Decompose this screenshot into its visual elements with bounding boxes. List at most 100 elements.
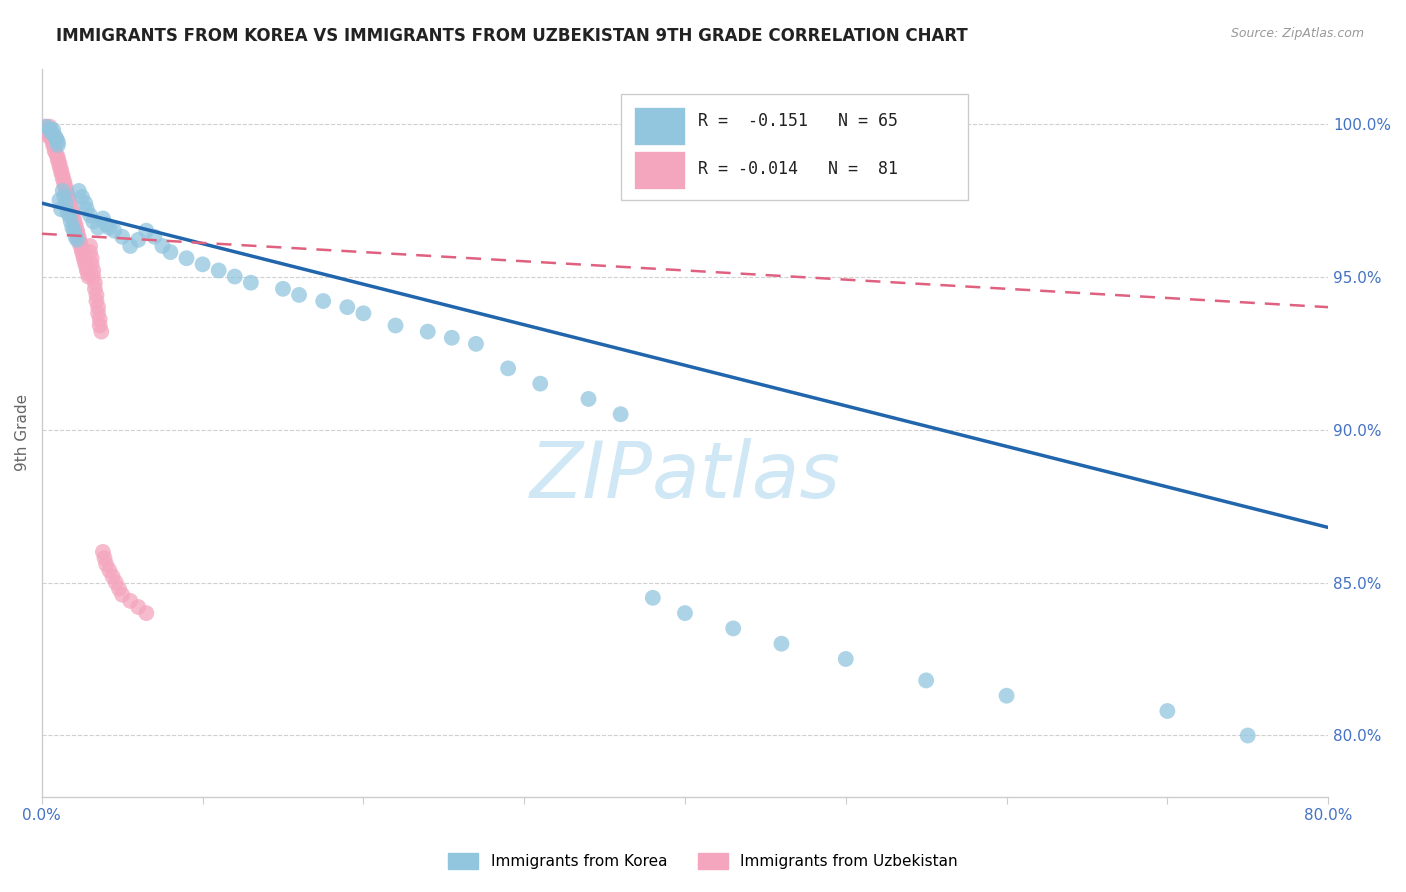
Point <box>91 545 114 559</box>
Point <box>440 331 463 345</box>
Point <box>104 575 127 590</box>
Y-axis label: 9th Grade: 9th Grade <box>15 394 30 471</box>
Point <box>641 591 664 605</box>
Point <box>70 245 93 260</box>
Point <box>38 126 60 140</box>
Point <box>35 120 58 134</box>
Point <box>176 251 198 265</box>
Point <box>94 218 117 232</box>
Point <box>90 325 112 339</box>
Point <box>37 122 59 136</box>
Point <box>384 318 406 333</box>
Point <box>67 233 90 247</box>
Point <box>120 594 142 608</box>
Point <box>224 269 246 284</box>
Point <box>83 276 105 290</box>
Point <box>76 263 98 277</box>
Point <box>143 229 166 244</box>
Legend: Immigrants from Korea, Immigrants from Uzbekistan: Immigrants from Korea, Immigrants from U… <box>441 847 965 875</box>
Point <box>288 288 311 302</box>
Point <box>41 126 63 140</box>
Point <box>75 196 97 211</box>
Point <box>89 312 111 326</box>
Point <box>529 376 551 391</box>
Point <box>135 224 157 238</box>
Point <box>49 162 72 177</box>
Point <box>60 205 83 219</box>
Point <box>65 218 87 232</box>
Point <box>53 175 76 189</box>
Point <box>103 224 125 238</box>
Point <box>135 606 157 620</box>
Point <box>416 325 439 339</box>
Point <box>60 208 83 222</box>
Point <box>45 147 67 161</box>
Point <box>42 138 65 153</box>
Point <box>835 652 858 666</box>
Point <box>239 276 262 290</box>
Point <box>66 233 89 247</box>
Point <box>48 160 70 174</box>
Point <box>44 144 66 158</box>
Point <box>35 122 58 136</box>
Point <box>721 621 744 635</box>
Point <box>152 239 174 253</box>
Point <box>98 563 121 577</box>
Point <box>42 135 65 149</box>
Point <box>49 165 72 179</box>
Text: R =  -0.151   N = 65: R = -0.151 N = 65 <box>697 112 898 130</box>
Point <box>98 220 121 235</box>
Point <box>56 186 79 201</box>
Point <box>58 208 80 222</box>
Text: ZIPatlas: ZIPatlas <box>530 438 841 515</box>
Point <box>75 254 97 268</box>
Point <box>94 557 117 571</box>
Point <box>86 288 108 302</box>
Point <box>80 251 103 265</box>
Point <box>49 202 72 217</box>
Point <box>38 120 60 134</box>
Point <box>34 120 56 134</box>
Point <box>72 248 94 262</box>
Point <box>79 245 101 260</box>
Point <box>69 239 91 253</box>
Point <box>37 128 59 143</box>
Point <box>46 138 69 153</box>
Point <box>52 171 75 186</box>
Point <box>80 257 103 271</box>
Point <box>82 263 104 277</box>
Point <box>76 202 98 217</box>
Point <box>336 300 359 314</box>
Point <box>82 269 104 284</box>
Point <box>53 178 76 192</box>
Point <box>56 190 79 204</box>
Point <box>87 306 110 320</box>
Point <box>60 220 83 235</box>
Point <box>53 190 76 204</box>
Point <box>63 211 86 226</box>
Point <box>69 235 91 250</box>
Text: IMMIGRANTS FROM KOREA VS IMMIGRANTS FROM UZBEKISTAN 9TH GRADE CORRELATION CHART: IMMIGRANTS FROM KOREA VS IMMIGRANTS FROM… <box>56 27 967 45</box>
Point <box>44 128 66 143</box>
Point <box>65 220 87 235</box>
FancyBboxPatch shape <box>620 94 967 200</box>
Point <box>673 606 696 620</box>
Point <box>46 135 69 149</box>
Point <box>70 190 93 204</box>
Point <box>995 689 1018 703</box>
Point <box>82 214 104 228</box>
Point <box>101 569 124 583</box>
Point <box>46 153 69 168</box>
Point <box>79 239 101 253</box>
Point <box>55 181 77 195</box>
Point <box>59 214 82 228</box>
Point <box>67 184 90 198</box>
Point <box>465 337 488 351</box>
Point <box>159 245 181 260</box>
Point <box>48 193 70 207</box>
Point <box>609 407 631 421</box>
Point <box>108 582 131 596</box>
Point <box>79 208 101 222</box>
Point <box>1236 729 1258 743</box>
Point <box>63 224 86 238</box>
